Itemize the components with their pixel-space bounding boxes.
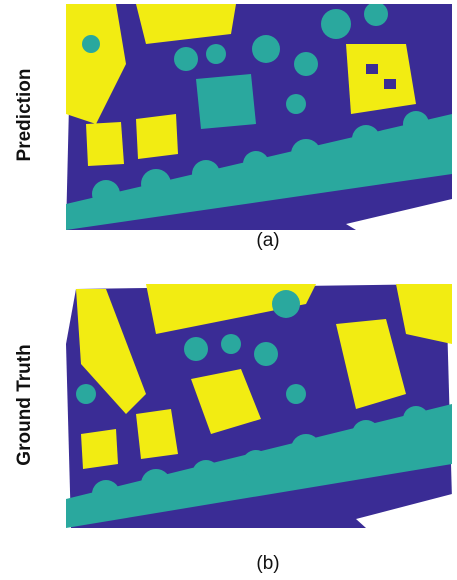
prediction-image (66, 4, 452, 230)
caption: (b) (256, 553, 279, 575)
caption: (a) (256, 230, 279, 252)
row-label: Prediction (14, 69, 36, 162)
figure: {"panels": [ {"label": "Prediction", "ca… (0, 0, 457, 580)
row-label: Ground Truth (14, 344, 36, 465)
ground-truth-image (66, 284, 452, 528)
